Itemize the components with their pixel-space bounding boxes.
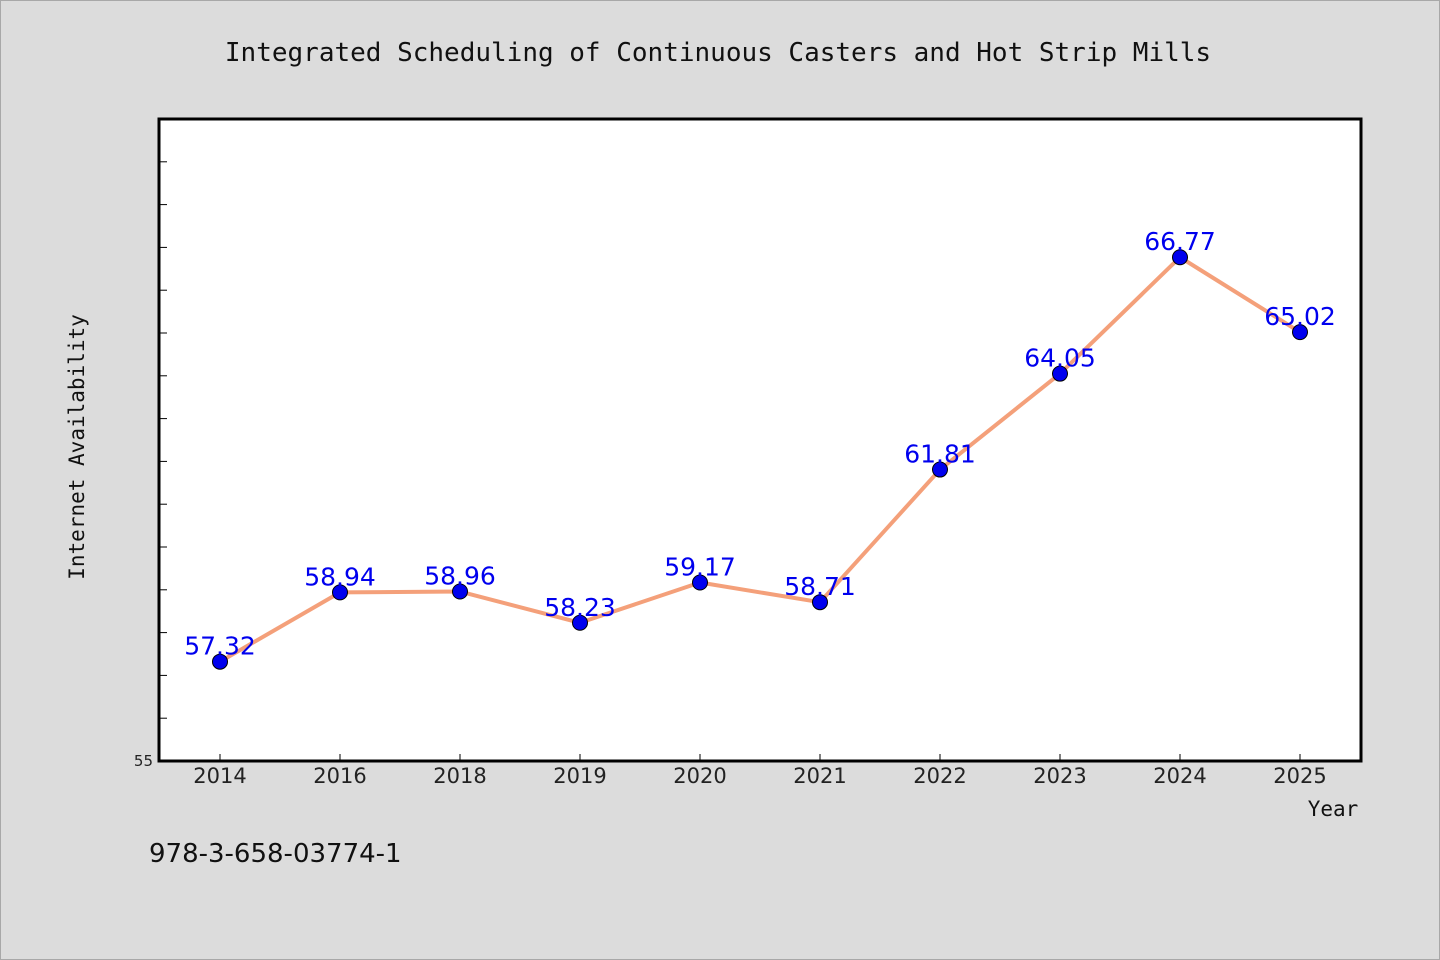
series-polyline bbox=[218, 255, 1302, 664]
x-tick-label: 2022 bbox=[913, 764, 966, 788]
y-axis-label: Internet Availability bbox=[65, 314, 89, 580]
x-tick-label: 2016 bbox=[313, 764, 366, 788]
data-labels: 57.32 58.94 58.96 58.23 59.17 58.71 61.81 64.05… bbox=[184, 227, 1336, 660]
x-tick-label: 2020 bbox=[673, 764, 726, 788]
x-axis-ticks: 2014 2016 2018 2019 2020 2021 2022 2023 2024 2025 bbox=[193, 754, 1327, 788]
data-markers bbox=[212, 249, 1308, 670]
y-tick-label: 55 bbox=[134, 752, 153, 770]
x-tick-label: 2018 bbox=[433, 764, 486, 788]
data-label: 65.02 bbox=[1264, 302, 1336, 331]
data-label: 59.17 bbox=[664, 553, 736, 582]
x-tick-label: 2021 bbox=[793, 764, 846, 788]
data-point bbox=[572, 614, 588, 631]
data-label: 58.71 bbox=[784, 572, 856, 601]
x-tick-label: 2023 bbox=[1033, 764, 1086, 788]
data-point bbox=[212, 653, 228, 670]
data-label: 58.94 bbox=[304, 562, 376, 591]
data-label: 66.77 bbox=[1144, 227, 1216, 256]
data-point bbox=[932, 461, 948, 478]
series-line bbox=[218, 255, 1302, 664]
x-tick-label: 2019 bbox=[553, 764, 606, 788]
x-axis-label: Year bbox=[1308, 797, 1359, 821]
data-point bbox=[452, 583, 468, 600]
data-point bbox=[1172, 249, 1188, 266]
x-tick-label: 2024 bbox=[1153, 764, 1206, 788]
data-label: 57.32 bbox=[184, 632, 256, 661]
x-tick-label: 2014 bbox=[193, 764, 246, 788]
data-label: 58.96 bbox=[424, 562, 496, 591]
data-label: 61.81 bbox=[904, 440, 976, 469]
x-tick-label: 2025 bbox=[1273, 764, 1326, 788]
data-point bbox=[1292, 324, 1308, 341]
y-axis-ticks: 55 bbox=[134, 161, 167, 770]
data-label: 64.05 bbox=[1024, 344, 1096, 373]
data-point bbox=[692, 574, 708, 591]
chart-title: Integrated Scheduling of Continuous Cast… bbox=[225, 38, 1211, 68]
plot-area bbox=[157, 117, 1363, 763]
data-point bbox=[1052, 365, 1068, 382]
isbn-annotation: 978-3-658-03774-1 bbox=[149, 839, 402, 869]
data-point bbox=[332, 584, 348, 601]
data-label: 58.23 bbox=[544, 593, 616, 622]
data-point bbox=[812, 594, 828, 611]
